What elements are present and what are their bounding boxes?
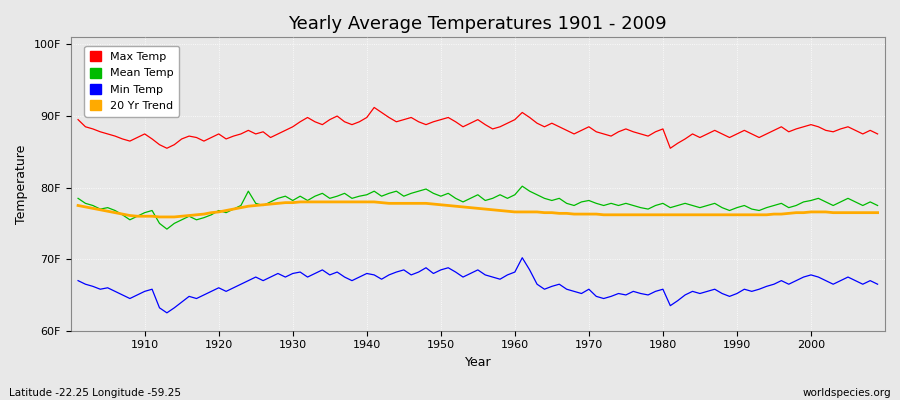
Text: Latitude -22.25 Longitude -59.25: Latitude -22.25 Longitude -59.25 [9, 388, 181, 398]
Title: Yearly Average Temperatures 1901 - 2009: Yearly Average Temperatures 1901 - 2009 [289, 15, 667, 33]
Text: worldspecies.org: worldspecies.org [803, 388, 891, 398]
Legend: Max Temp, Mean Temp, Min Temp, 20 Yr Trend: Max Temp, Mean Temp, Min Temp, 20 Yr Tre… [85, 46, 179, 117]
Y-axis label: Temperature: Temperature [15, 144, 28, 224]
X-axis label: Year: Year [464, 356, 491, 369]
